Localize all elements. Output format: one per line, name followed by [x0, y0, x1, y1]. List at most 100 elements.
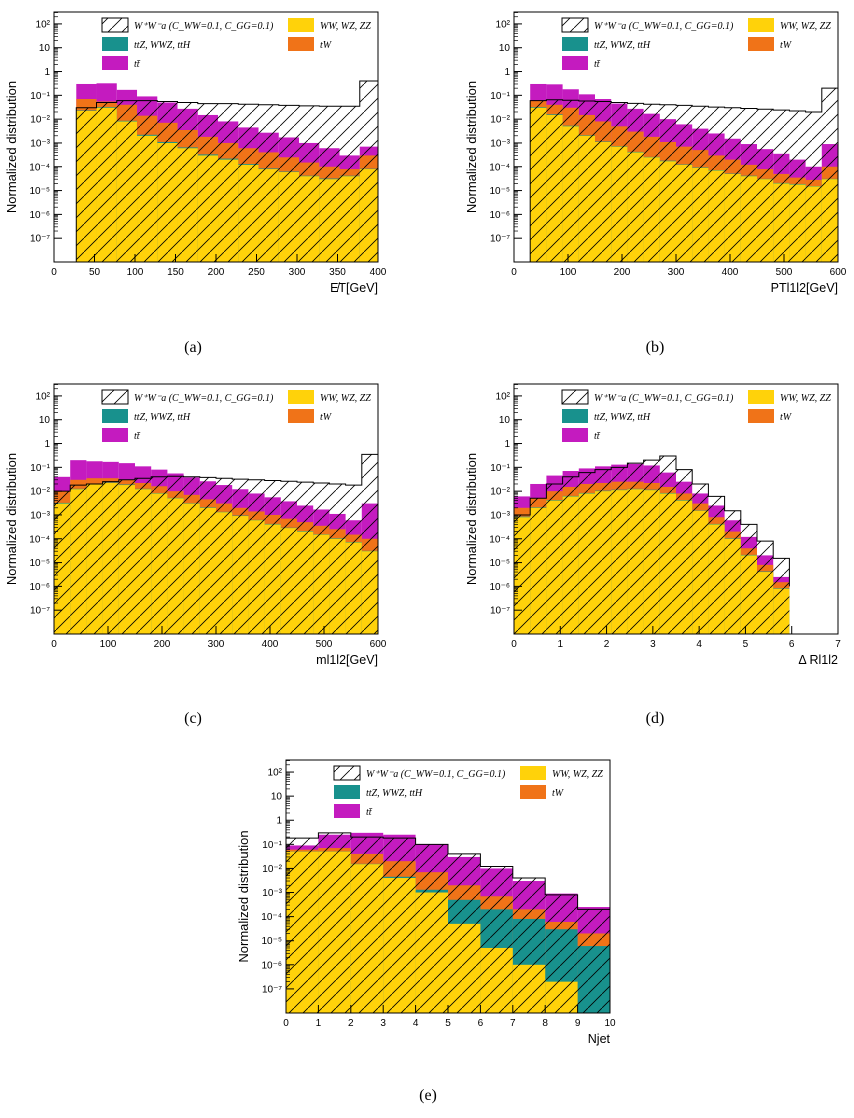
- y-tick-label: 10⁻²: [490, 115, 510, 126]
- y-tick-label: 1: [276, 816, 282, 827]
- signal-hatch-bin: [383, 838, 416, 1013]
- legend-swatch-signal: [333, 765, 361, 781]
- caption-c: (c): [184, 710, 202, 727]
- signal-hatch-bin: [773, 110, 790, 262]
- y-tick-label: 10²: [496, 19, 511, 30]
- x-tick-label: 100: [560, 267, 577, 278]
- signal-hatch-bin: [318, 832, 351, 1013]
- x-tick-label: 200: [154, 639, 171, 650]
- signal-hatch-bin: [643, 460, 660, 634]
- signal-hatch-bin: [692, 106, 709, 262]
- legend-label-ttbar: tt̄: [134, 59, 141, 70]
- x-tick-label: 7: [835, 639, 841, 650]
- legend-swatch-diboson: [748, 18, 774, 32]
- legend-label-ttX: ttZ, WWZ, ttH: [134, 412, 191, 423]
- signal-outline: [285, 832, 611, 1013]
- x-tick-label: 9: [575, 1018, 581, 1029]
- signal-outline: [529, 87, 839, 262]
- y-tick-label: 10⁻⁶: [489, 210, 510, 221]
- signal-hatch-bin: [740, 108, 757, 262]
- signal-hatch-bin: [530, 100, 547, 262]
- legend-swatch-signal: [101, 389, 129, 405]
- signal-hatch-bin: [821, 88, 838, 262]
- signal-hatch-bin: [86, 483, 103, 634]
- y-tick-label: 10⁻¹: [262, 840, 282, 851]
- x-tick-label: 6: [789, 639, 795, 650]
- x-tick-label: 3: [650, 639, 656, 650]
- signal-hatch-bin: [177, 102, 198, 262]
- chart-panel-e: 10⁻⁷ 10⁻⁶ 10⁻⁵ 10⁻⁴ 10⁻³ 10⁻² 10⁻¹ 1 10 10² 0 1 2 3 4 5…: [236, 759, 616, 1046]
- y-tick-label: 10⁻¹: [30, 463, 50, 474]
- x-tick-label: 200: [614, 267, 631, 278]
- x-tick-label: 50: [89, 267, 101, 278]
- signal-hatch-bin: [359, 80, 378, 263]
- y-axis-label: Normalized distribution: [464, 453, 479, 585]
- signal-hatch-bin: [805, 111, 822, 262]
- y-tick-label: 10: [39, 415, 51, 426]
- chart-panel-c: 10⁻⁷ 10⁻⁶ 10⁻⁵ 10⁻⁴ 10⁻³ 10⁻² 10⁻¹ 1 10 10² 0 100 20…: [4, 383, 387, 667]
- x-tick-label: 5: [445, 1018, 451, 1029]
- legend-swatch-ttX: [562, 409, 588, 423]
- x-tick-label: 300: [289, 267, 306, 278]
- y-tick-label: 10⁻⁷: [490, 234, 510, 245]
- y-tick-label: 10⁻⁴: [261, 912, 282, 923]
- y-tick-label: 10⁻⁶: [261, 960, 282, 971]
- signal-hatch-bin: [546, 99, 563, 262]
- y-tick-label: 10⁻⁵: [489, 558, 510, 569]
- signal-hatch-bin: [512, 878, 546, 1013]
- y-tick-label: 10⁻⁵: [29, 558, 50, 569]
- legend-label-diboson: WW, WZ, ZZ: [780, 21, 831, 32]
- y-tick-label: 10⁻⁴: [489, 534, 510, 545]
- y-axis-label: Normalized distribution: [236, 830, 251, 962]
- signal-hatch-bin: [278, 105, 300, 262]
- legend-swatch-tW: [288, 37, 314, 51]
- y-tick-label: 10⁻³: [30, 510, 50, 521]
- signal-hatch-bin: [789, 110, 806, 263]
- legend-label-signal: W⁺W⁻a (C_WW=0.1, C_GG=0.1): [594, 21, 734, 32]
- signal-hatch-bin: [740, 524, 757, 634]
- signal-hatch-bin: [118, 479, 135, 634]
- chart-panel-b: 10⁻⁷ 10⁻⁶ 10⁻⁵ 10⁻⁴ 10⁻³ 10⁻² 10⁻¹ 1 10 10² 0 100 20…: [464, 11, 847, 295]
- signal-hatch-bin: [562, 100, 579, 262]
- y-tick-label: 10⁻³: [30, 138, 50, 149]
- y-tick-label: 10⁻⁶: [29, 210, 50, 221]
- y-tick-label: 10⁻¹: [490, 463, 510, 474]
- legend-label-ttX: ttZ, WWZ, ttH: [594, 40, 651, 51]
- x-tick-label: 3: [380, 1018, 386, 1029]
- caption-d: (d): [646, 710, 665, 727]
- caption-a: (a): [184, 339, 202, 356]
- signal-hatch-bin: [76, 107, 97, 262]
- x-tick-label: 500: [776, 267, 793, 278]
- legend-label-ttX: ttZ, WWZ, ttH: [134, 40, 191, 51]
- legend-swatch-ttX: [102, 409, 128, 423]
- signal-hatch-bin: [724, 510, 741, 634]
- signal-hatch-bin: [546, 483, 563, 634]
- legend-swatch-ttX: [334, 785, 360, 799]
- signal-hatch-bin: [329, 483, 346, 634]
- legend-swatch-ttbar: [562, 56, 588, 70]
- legend-swatch-signal: [561, 389, 589, 405]
- legend-label-ttbar: tt̄: [134, 431, 141, 442]
- x-tick-label: 0: [511, 639, 517, 650]
- legend-label-tW: tW: [320, 412, 333, 423]
- x-tick-label: 8: [542, 1018, 548, 1029]
- legend-swatch-diboson: [288, 390, 314, 404]
- signal-hatch-bin: [299, 105, 320, 263]
- signal-hatch-bin: [345, 485, 362, 634]
- y-tick-label: 10⁻⁶: [489, 582, 510, 593]
- caption-b: (b): [646, 339, 665, 356]
- x-tick-label: 4: [696, 639, 702, 650]
- signal-hatch-bin: [258, 104, 279, 262]
- legend-swatch-ttbar: [334, 804, 360, 818]
- signal-hatch-bin: [514, 514, 531, 634]
- signal-hatch-bin: [577, 909, 610, 1013]
- signal-hatch-bin: [676, 105, 693, 262]
- legend-label-signal: W⁺W⁻a (C_WW=0.1, C_GG=0.1): [134, 21, 274, 32]
- signal-hatch-bin: [757, 109, 774, 262]
- x-tick-label: 400: [262, 639, 279, 650]
- y-tick-label: 10: [271, 792, 283, 803]
- signal-hatch-bin: [183, 476, 200, 634]
- x-tick-label: 7: [510, 1018, 516, 1029]
- x-tick-label: 2: [604, 639, 610, 650]
